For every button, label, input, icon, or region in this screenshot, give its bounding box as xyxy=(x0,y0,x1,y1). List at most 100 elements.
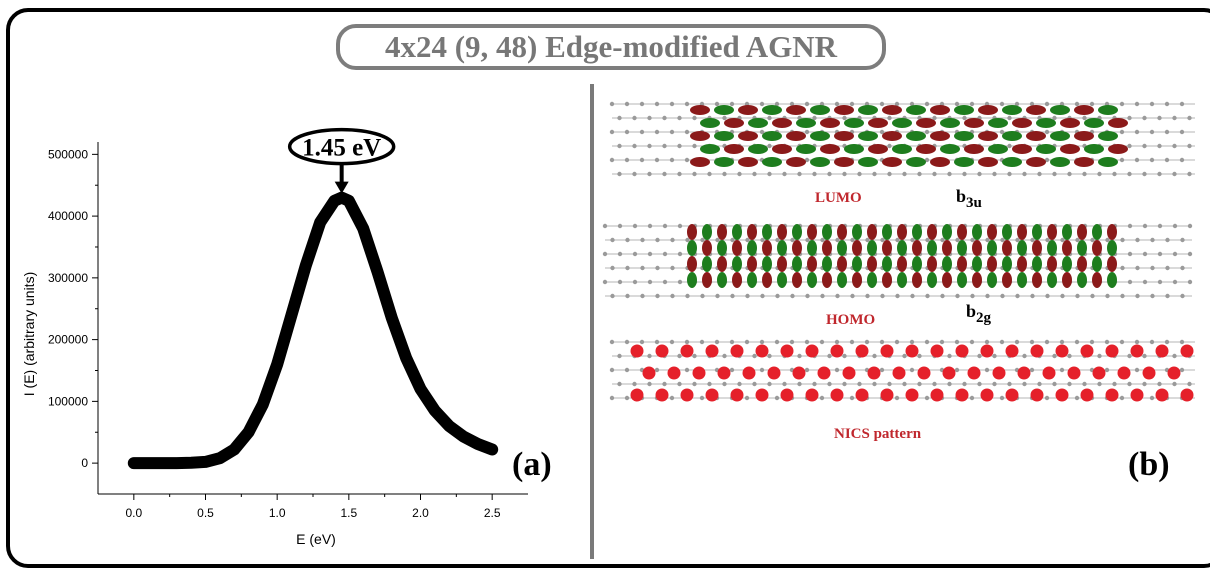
atom xyxy=(752,353,757,359)
atom xyxy=(1142,171,1147,177)
atom xyxy=(1165,265,1170,271)
atom xyxy=(610,293,615,299)
atom xyxy=(955,237,960,243)
atom xyxy=(774,339,780,345)
atom xyxy=(707,171,712,177)
orbital-lobe xyxy=(702,240,712,256)
atom xyxy=(850,237,855,243)
orbital-lobe xyxy=(834,131,854,141)
orbital-lobe xyxy=(942,224,952,240)
atom xyxy=(992,381,997,387)
nics-ring-marker xyxy=(1080,388,1094,402)
atom xyxy=(999,339,1005,345)
atom xyxy=(752,171,757,177)
orbital-lobe xyxy=(834,157,854,167)
atom xyxy=(1022,171,1027,177)
atom xyxy=(835,237,840,243)
chart-ticks: 0.0 0.5 1.0 1.5 2.0 2.5 0 100000 200000 300000 400… xyxy=(48,147,501,520)
atom xyxy=(804,339,810,345)
orbital-lobe xyxy=(762,272,772,288)
atom xyxy=(647,381,652,387)
orbital-lobe xyxy=(954,105,974,115)
atom xyxy=(1187,115,1192,121)
orbital-lobe xyxy=(1026,157,1046,167)
atom xyxy=(1127,223,1133,229)
atom xyxy=(759,367,765,373)
orbital-lobe xyxy=(820,118,840,128)
orbital-lobe xyxy=(1002,240,1012,256)
orbital-lobe xyxy=(1012,144,1032,154)
orbital-lobe xyxy=(852,256,862,272)
nics-ring-marker xyxy=(855,344,869,358)
atom xyxy=(782,171,787,177)
atom xyxy=(1150,265,1155,271)
orbital-lobe xyxy=(796,118,816,128)
nics-ring-marker xyxy=(1130,344,1144,358)
orbital-lobe xyxy=(747,272,757,288)
atom xyxy=(662,381,667,387)
atom xyxy=(902,353,907,359)
atom xyxy=(1134,157,1140,163)
x-axis-title: E (eV) xyxy=(296,531,336,547)
orbital-lobe xyxy=(717,272,727,288)
atom xyxy=(894,395,900,401)
atom xyxy=(1127,381,1132,387)
orbital-lobe xyxy=(930,157,950,167)
atom xyxy=(1142,381,1147,387)
atom xyxy=(947,381,952,387)
orbital-lobe xyxy=(978,157,998,167)
orbital-lobe xyxy=(1092,224,1102,240)
y-tick-label: 500000 xyxy=(48,147,88,161)
atom xyxy=(819,339,825,345)
atom xyxy=(677,143,682,149)
atom xyxy=(849,339,855,345)
nics-ring-marker xyxy=(1055,344,1069,358)
atom xyxy=(624,339,630,345)
atom xyxy=(842,115,847,121)
atom xyxy=(677,223,683,229)
orbital-lobe xyxy=(1092,272,1102,288)
atom xyxy=(640,237,645,243)
orbital-lobe xyxy=(1060,118,1080,128)
panel-b-label: (b) xyxy=(1128,446,1170,483)
orbital-lobe xyxy=(1050,105,1070,115)
atom xyxy=(1022,353,1027,359)
orbital-lobe xyxy=(762,256,772,272)
orbital-lobe xyxy=(1107,224,1117,240)
orbital-lobe xyxy=(906,131,926,141)
atom xyxy=(774,101,780,107)
atom xyxy=(864,339,870,345)
atom xyxy=(834,367,840,373)
atom xyxy=(1142,279,1148,285)
nics-ring-marker xyxy=(942,366,956,380)
orbital-lobe xyxy=(987,240,997,256)
atom xyxy=(609,101,615,107)
orbital-lobe xyxy=(1050,157,1070,167)
atom xyxy=(895,293,900,299)
atom xyxy=(1022,381,1027,387)
orbital-lobe xyxy=(786,105,806,115)
atom xyxy=(1142,143,1147,149)
orbital-lobe xyxy=(957,224,967,240)
atom xyxy=(625,293,630,299)
atom xyxy=(1119,101,1125,107)
atom xyxy=(722,115,727,121)
nics-ring-marker xyxy=(930,344,944,358)
atom xyxy=(1164,129,1170,135)
atom xyxy=(909,339,915,345)
nics-ring-marker xyxy=(1092,366,1106,380)
orbital-lobe xyxy=(772,144,792,154)
orbital-lobe xyxy=(912,272,922,288)
orbital-lobe xyxy=(1098,105,1118,115)
atom xyxy=(655,237,660,243)
atom xyxy=(1029,101,1035,107)
atom xyxy=(939,339,945,345)
orbital-lobe xyxy=(927,272,937,288)
atom xyxy=(767,381,772,387)
orbital-lobe xyxy=(1074,105,1094,115)
atom xyxy=(715,293,720,299)
atom xyxy=(1119,157,1125,163)
atom xyxy=(1030,237,1035,243)
panel-divider xyxy=(590,84,594,559)
nics-ring-marker xyxy=(805,388,819,402)
